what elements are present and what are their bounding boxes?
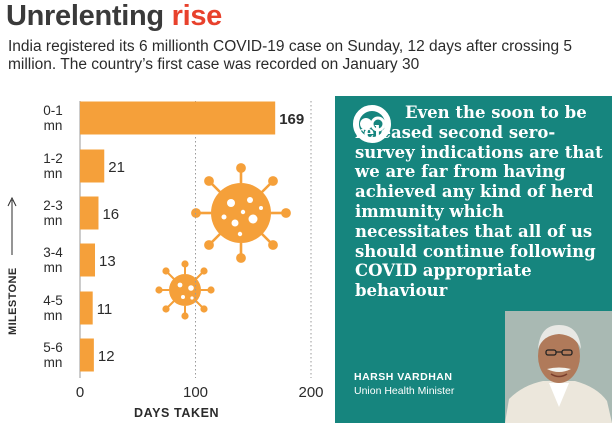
- y-axis-label-group: MILESTONE: [7, 196, 19, 335]
- subtitle: India registered its 6 millionth COVID-1…: [8, 38, 573, 73]
- speaker-photo: [505, 311, 612, 423]
- arrow-up-icon: [7, 196, 17, 207]
- speaker-name: HARSH VARDHAN: [354, 371, 453, 383]
- title-word-1: Unrelenting: [6, 0, 164, 32]
- y-axis-label: MILESTONE: [7, 267, 19, 335]
- bar: [80, 338, 94, 372]
- quote-mark-icon: [353, 105, 391, 143]
- quote-text: Even the soon to be released second sero…: [355, 103, 603, 301]
- category-label: 4-5: [43, 293, 63, 308]
- title-word-2: rise: [171, 0, 223, 32]
- bar-value-label: 16: [102, 206, 119, 223]
- chart-gridlines: [79, 101, 312, 378]
- page-title: Unrelenting rise: [6, 0, 222, 33]
- chart-bars: 169 21 16 13 11 12: [80, 101, 304, 372]
- bar: [80, 149, 105, 183]
- x-axis-label: DAYS TAKEN: [134, 406, 219, 420]
- virus-small-icon: [155, 260, 215, 320]
- x-tick-label: 0: [76, 384, 84, 401]
- x-tick-label: 100: [183, 384, 208, 401]
- bar-value-label: 12: [98, 348, 115, 365]
- category-label: 3-4: [43, 245, 63, 260]
- bar: [80, 196, 99, 230]
- category-label: mn: [44, 118, 63, 133]
- category-label: mn: [44, 308, 63, 323]
- category-label: mn: [44, 260, 63, 275]
- bar: [80, 291, 93, 325]
- category-label: 1-2: [43, 151, 63, 166]
- x-tick-labels: 0 100 200: [76, 384, 324, 401]
- bar-value-label: 13: [99, 253, 116, 270]
- x-tick-label: 200: [298, 384, 323, 401]
- bar-value-label: 21: [108, 159, 125, 176]
- category-label: mn: [44, 355, 63, 370]
- category-label: 5-6: [43, 340, 63, 355]
- bar: [80, 243, 96, 277]
- category-label: 0-1: [43, 103, 63, 118]
- virus-large-icon: [191, 163, 291, 263]
- category-label: mn: [44, 166, 63, 181]
- bar: [80, 101, 276, 135]
- bar-value-label: 11: [97, 301, 113, 318]
- bar-value-label: 169: [279, 111, 304, 128]
- speaker-role: Union Health Minister: [354, 385, 455, 397]
- category-label: mn: [44, 213, 63, 228]
- category-label: 2-3: [43, 198, 63, 213]
